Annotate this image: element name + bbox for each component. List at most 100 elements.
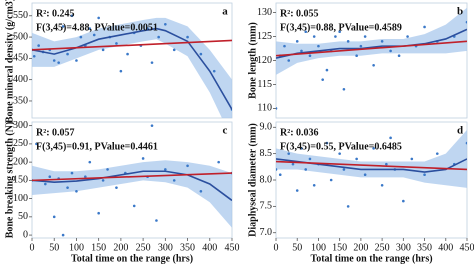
data-point [359, 44, 363, 48]
data-point [155, 219, 158, 222]
data-point [465, 20, 467, 24]
data-point [44, 182, 47, 186]
annotation: R²: 0.036 [280, 127, 319, 138]
x-tick-label: 0 [274, 242, 279, 253]
data-point [346, 205, 350, 208]
data-point [304, 168, 308, 171]
data-point [115, 186, 118, 189]
annotation: R²: 0.245 [36, 8, 75, 19]
plot-area [32, 14, 232, 118]
panel: 110 115 120 125 130 b R²: 0.055 F(3,45)=0.88, P… [247, 2, 468, 119]
data-point [287, 152, 291, 155]
confidence-band [32, 160, 232, 228]
y-tick-label: 8.5 [260, 148, 273, 159]
y-tick-label: 125 [257, 31, 272, 42]
y-tick-label: 7.5 [260, 201, 273, 212]
data-point [385, 162, 388, 166]
data-point [106, 168, 109, 171]
data-point [338, 30, 341, 34]
data-point [119, 69, 123, 73]
annotation: F(3,45)=4.88, PValue=0.0051 [36, 22, 158, 33]
x-tick-label: 200 [353, 242, 368, 253]
data-point [372, 63, 375, 67]
data-point [61, 25, 65, 28]
data-point [48, 175, 52, 179]
x-tick-label: 100 [69, 242, 84, 253]
data-point [363, 35, 367, 38]
data-point [52, 215, 56, 219]
data-point [312, 183, 316, 187]
data-point [75, 190, 78, 193]
y-tick-label: 115 [257, 79, 272, 90]
data-point [389, 136, 392, 140]
data-point [380, 183, 384, 187]
data-point [410, 157, 414, 161]
y-tick-label: 110 [257, 103, 272, 114]
y-tick-label: 130 [257, 7, 272, 18]
panel: 0 50 100 150 200 250 300 0 50 100 150 200 250 300 350 4… [4, 120, 239, 264]
data-point [423, 25, 426, 29]
data-point [150, 124, 154, 127]
y-axis-label: Bone breaking strength (N) [4, 122, 15, 239]
data-point [84, 175, 87, 179]
y-tick-label: 7.0 [260, 227, 273, 238]
data-point [304, 30, 308, 34]
data-point [164, 168, 167, 171]
data-point [283, 44, 286, 48]
data-point [338, 152, 341, 155]
annotation: F(3,45)=0.55, PValue=0.6485 [280, 141, 402, 152]
data-point [199, 52, 203, 56]
data-point [126, 52, 129, 56]
data-point [465, 141, 467, 145]
x-tick-label: 400 [202, 242, 217, 253]
data-point [66, 186, 69, 189]
x-tick-label: 300 [396, 242, 411, 253]
data-point [295, 189, 299, 192]
panel-label: c [223, 125, 228, 137]
data-point [300, 147, 303, 150]
fit-line [276, 160, 467, 171]
y-tick-label: 200 [13, 156, 28, 167]
x-tick-label: 150 [332, 242, 347, 253]
data-point [157, 35, 160, 39]
data-point [61, 233, 65, 237]
y-tick-label: 250 [13, 138, 28, 149]
x-tick-label: 350 [180, 242, 195, 253]
x-tick-label: 250 [375, 242, 390, 253]
panel-label: d [457, 125, 463, 137]
data-point [355, 157, 358, 161]
fit-line [32, 39, 232, 51]
confidence-band [276, 7, 467, 75]
data-point [115, 42, 118, 45]
data-point [70, 171, 74, 175]
data-point [308, 157, 312, 161]
y-tick-label: 0 [23, 229, 28, 240]
data-point [287, 59, 291, 62]
data-point [101, 179, 105, 182]
data-point [172, 48, 176, 52]
data-point [346, 40, 350, 43]
panel: 7.0 7.5 8.0 8.5 9.0 0 50 100 150 200 250 300 350 400 4… [247, 122, 474, 264]
confidence-band [276, 129, 467, 188]
y-tick-label: 120 [257, 55, 272, 66]
plot-area [276, 7, 467, 110]
data-point [164, 22, 167, 26]
data-point [88, 160, 92, 164]
fit-line [32, 170, 232, 202]
x-tick-label: 400 [438, 242, 453, 253]
data-point [172, 179, 176, 182]
data-point [435, 152, 439, 155]
x-tick-label: 150 [91, 242, 106, 253]
panel-label: b [457, 6, 463, 18]
data-point [300, 49, 303, 53]
data-point [363, 173, 367, 177]
x-tick-label: 50 [292, 242, 302, 253]
data-point [325, 141, 329, 145]
data-point [79, 35, 83, 39]
x-tick-label: 100 [311, 242, 326, 253]
data-point [186, 164, 189, 168]
data-point [291, 162, 295, 166]
data-point [276, 168, 278, 171]
x-axis-label: Total time on the range (hrs) [71, 253, 193, 264]
